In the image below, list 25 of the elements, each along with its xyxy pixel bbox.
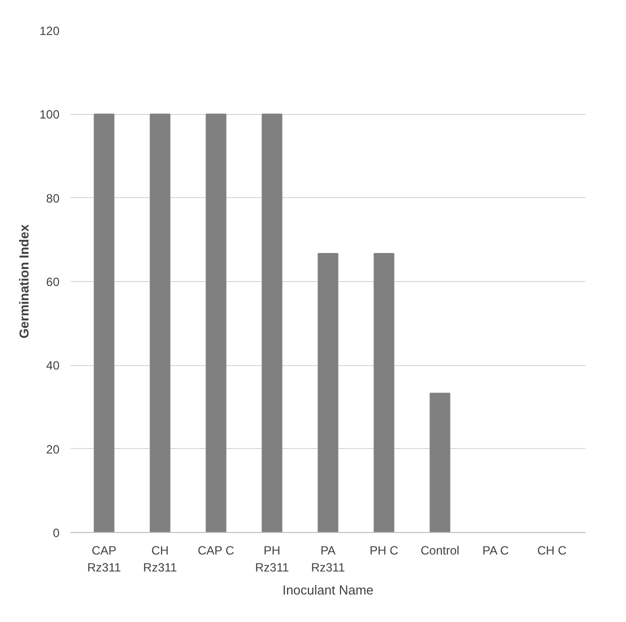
bar <box>94 114 114 532</box>
bar <box>318 252 338 532</box>
bar <box>430 392 450 532</box>
x-tick-label: PA Rz311 <box>311 544 346 574</box>
x-tick-label: CAP Rz311 <box>87 544 122 574</box>
bar <box>150 114 170 532</box>
y-tick-label: 60 <box>46 275 60 289</box>
y-tick-label: 100 <box>39 108 60 122</box>
y-axis-title: Germination Index <box>16 224 32 339</box>
x-tick-label: PH C <box>370 544 399 558</box>
x-tick-label: CH Rz311 <box>143 544 178 574</box>
x-axis-title: Inoculant Name <box>282 582 374 598</box>
y-tick-label: 120 <box>39 24 60 38</box>
x-tick-label: CH C <box>537 544 567 558</box>
bar <box>262 114 282 532</box>
x-tick-label: CAP C <box>198 544 234 558</box>
bar <box>374 252 394 532</box>
y-tick-label: 20 <box>46 442 60 456</box>
y-tick-label: 40 <box>46 358 60 373</box>
y-tick-label: 80 <box>46 191 60 206</box>
x-tick-label: PA C <box>482 544 510 558</box>
x-tick-label: Control <box>420 544 460 558</box>
bar <box>206 114 226 532</box>
y-tick-label: 0 <box>52 526 60 540</box>
x-tick-label: PH Rz311 <box>255 544 290 574</box>
